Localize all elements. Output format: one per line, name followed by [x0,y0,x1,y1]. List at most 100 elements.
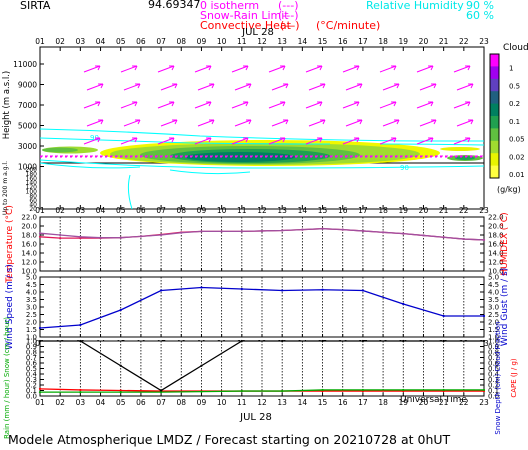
hour-tick-label: 16 [338,398,348,407]
wind-arrow-head [391,137,397,143]
wind-arrow-head [95,101,101,107]
wind-arrow-head [465,137,471,143]
wind-tick-label: 2.0 [26,319,37,327]
series-point [482,238,486,242]
agl-tick-label: 160 [26,175,38,182]
hour-tick-label-top: 12 [257,37,267,46]
hour-tick-label-top: 22 [459,37,469,46]
wind-arrow-head [135,119,141,125]
wind-arrow [342,65,360,73]
wind-arrow-head [468,83,474,89]
wind-tick-label: 5.0 [26,274,37,282]
cloud-colorbar: Clouds 1 0.5 0.2 0.1 0.05 0.02 0.01 (g/kg) [489,43,528,194]
series-point [139,235,143,238]
hour-tick-label: 17 [358,398,368,407]
wind-arrow-head [357,119,363,125]
precip-tick-label-right: 0.4 [488,371,500,379]
series-point [361,289,365,292]
wind-arrow [416,101,434,109]
hour-tick-label: 14 [298,398,308,407]
hour-tick-label-p2: 20 [419,206,429,215]
series-point [79,388,82,392]
wind-arrow-head [428,65,434,71]
precip-ylabel: Rain (mm / hour) Snow (cm / hour) [3,317,11,439]
wind-tick-label: 4.0 [26,289,37,297]
temp-tick-label: 14.0 [21,250,37,258]
wind-tick-label: 2.5 [26,311,37,319]
series-point [38,232,42,235]
hour-tick-label: 18 [378,398,388,407]
series-point [341,228,344,231]
cloud-colorbar-swatch [490,165,499,179]
wind-arrow-head [394,119,400,125]
hour-tick-label-top: 21 [439,37,449,46]
series-point [321,288,324,291]
hour-tick-label: 19 [398,398,408,407]
precip-ylabel-right: Snow Depth (cm) Cloud Fraction [494,321,502,434]
precip-tick-label: 0.3 [26,376,37,384]
temp-tick-label: 16.0 [21,241,37,249]
series-point [321,227,324,230]
snowrain-mark: (---) [278,9,299,22]
wind-arrow [456,83,474,91]
series-point [38,326,42,330]
wind-arrow [268,137,286,145]
wind-arrow [419,83,437,91]
temp-tick-label: 18.0 [21,232,37,240]
wind-arrow [419,119,437,127]
hour-tick-label: 20 [419,398,429,407]
precip-tick-label-right: 0.8 [488,349,499,357]
series-point [119,391,122,394]
agl-tick-label: 200 [26,167,38,174]
temp-tick-label-right: 18.0 [488,232,504,240]
cloud-colorbar-label: 0.1 [509,118,520,126]
wind-arrow-head [209,83,215,89]
wind-arrow-head [428,137,434,143]
wind-arrow [453,65,471,73]
height-tick-label: 3000 [18,142,37,151]
wind-arrow-head [468,119,474,125]
wind-arrow-head [391,101,397,107]
series-point [462,237,465,241]
hour-tick-label-p2: 15 [318,206,328,215]
precip-tick-label: 0.5 [26,365,37,373]
temp-tick-label-right: 10.0 [488,268,504,276]
precip-tick-label: 0.7 [26,354,37,362]
agl-tick-label: 40 [29,202,37,209]
wind-arrow [268,65,286,73]
cloud-colorbar-swatch [490,78,499,92]
series-point [281,389,284,393]
series-point [200,286,203,289]
precip-tick-label-right: 0.2 [488,382,499,390]
wind-arrow-head [206,137,212,143]
temp-tick-label-right: 14.0 [488,250,504,258]
hour-tick-label-p2: 21 [439,206,449,215]
hour-tick-label-p2: 06 [136,206,146,215]
wind-arrow-head [95,65,101,71]
series-point [240,287,243,291]
cloud-colorbar-title: Clouds [503,43,528,53]
temperature-panel: 10.0 10.012.0 12.014.0 14.016.0 16.018.0 18.0… [5,205,510,284]
wind-tick-label-right: 3.5 [488,296,499,304]
series-point [240,389,243,393]
wind-arrow-head [246,119,252,125]
wind-arrow-head [246,83,252,89]
agl-tick-label: 140 [26,180,38,187]
hour-tick-label: 06 [136,398,146,407]
cloud-colorbar-swatch [490,91,499,105]
wind-arrow-head [431,119,437,125]
series-point [482,388,486,392]
hour-tick-label-p2: 23 [479,206,489,215]
agl-tick-label: 60 [29,197,37,204]
hour-tick-label-p2: 02 [55,206,65,215]
series-point [281,229,284,232]
agl-tick-label: 20 [29,206,37,213]
wind-arrow-head [243,137,249,143]
wind-tick-label: 1.0 [26,334,37,342]
wind-arrow [157,137,175,145]
rh-contours [39,128,485,210]
hour-tick-label-p2: 17 [358,206,368,215]
series-point [281,339,284,343]
series-point [59,233,62,237]
precip-tick-label-right: 0.3 [488,376,499,384]
